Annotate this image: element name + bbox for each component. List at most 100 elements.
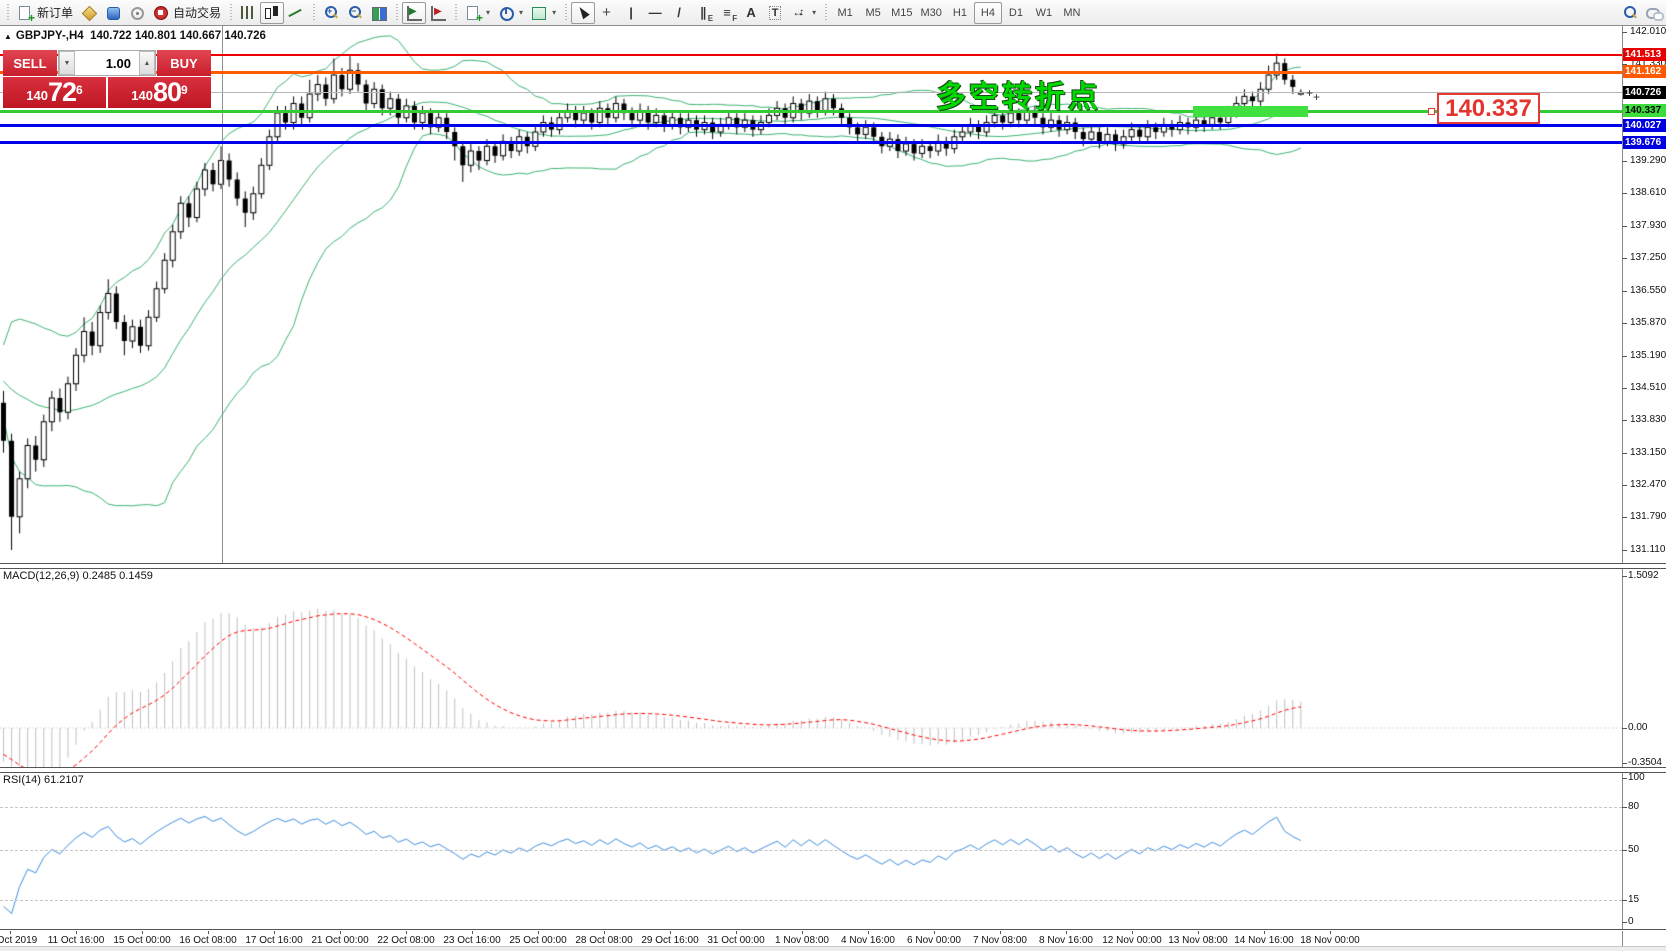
toolbar-group-handle[interactable] xyxy=(394,3,400,22)
chart-shift-button[interactable] xyxy=(426,2,450,24)
auto-scroll-button[interactable] xyxy=(402,1,427,24)
new-order-menu-button[interactable]: ▾ xyxy=(461,2,494,25)
timeframe-m1-button[interactable]: M1 xyxy=(831,2,859,24)
time-axis-label: 28 Oct 08:00 xyxy=(575,935,633,946)
hline-140.337[interactable] xyxy=(0,109,1622,113)
time-tick-mark xyxy=(538,930,539,934)
zoom-out-button[interactable]: − xyxy=(343,2,367,24)
bar-chart-button[interactable] xyxy=(236,2,260,24)
vertical-line-object[interactable] xyxy=(222,26,223,563)
bar-chart-icon xyxy=(240,5,256,21)
rsi-tick-mark xyxy=(1622,806,1627,808)
rsi-scale-label: 100 xyxy=(1628,772,1645,783)
vertical-line-button[interactable]: | xyxy=(619,2,643,24)
search-button[interactable] xyxy=(1618,2,1642,24)
price-callout-box[interactable]: 140.337 xyxy=(1437,93,1540,124)
timeframe-mn-button-label: MN xyxy=(1063,6,1081,19)
rsi-level-line xyxy=(0,900,1622,902)
timeframe-m15-button[interactable]: M15 xyxy=(887,2,916,24)
toolbar-group-handle[interactable] xyxy=(311,3,317,22)
price-tick-label: 137.930 xyxy=(1630,219,1666,231)
support-zone-rectangle[interactable] xyxy=(1193,105,1308,117)
timeframe-m30-button[interactable]: M30 xyxy=(917,2,946,24)
time-axis-label: 14 Nov 16:00 xyxy=(1234,935,1294,946)
buy-button[interactable]: BUY xyxy=(157,50,211,76)
rsi-level-line xyxy=(0,806,1622,808)
time-tick-mark xyxy=(208,930,209,934)
hline-139.676[interactable] xyxy=(0,141,1622,145)
timeframe-w1-button[interactable]: W1 xyxy=(1030,2,1058,24)
sell-button[interactable]: SELL xyxy=(3,50,57,76)
signals-button[interactable] xyxy=(125,2,149,24)
volume-decrease-button[interactable]: ▼ xyxy=(59,51,75,75)
timeframe-h1-button[interactable]: H1 xyxy=(946,2,974,24)
sell-price[interactable]: 140 72 6 xyxy=(3,77,106,108)
template-menu-button[interactable]: ▾ xyxy=(527,2,560,24)
volume-input[interactable] xyxy=(75,51,139,75)
pane-separator[interactable] xyxy=(0,767,1666,773)
market-watch-button[interactable] xyxy=(101,2,125,24)
volume-increase-button[interactable]: ▲ xyxy=(139,51,155,75)
symbol-collapse-icon[interactable]: ▲ xyxy=(4,32,12,41)
tile-windows-button[interactable] xyxy=(367,2,391,24)
crosshair-button[interactable] xyxy=(595,2,619,24)
macd-pane-canvas[interactable] xyxy=(0,567,1622,767)
timeframe-h1-button-label: H1 xyxy=(952,6,967,19)
price-tick-mark xyxy=(1622,161,1627,162)
rsi-tick-mark xyxy=(1622,778,1627,779)
price-tag-141.513: 141.513 xyxy=(1623,48,1666,62)
arrows-button[interactable]: ▾ xyxy=(787,2,820,24)
hline-141.162[interactable] xyxy=(0,70,1622,74)
icon-sub-letter: E xyxy=(707,13,714,23)
autotrading-button[interactable]: 自动交易 xyxy=(149,2,225,24)
callout-anchor-point[interactable] xyxy=(1428,108,1435,116)
horizontal-line-button[interactable]: — xyxy=(643,2,667,24)
toolbar-group-handle[interactable] xyxy=(563,3,569,22)
time-tick-mark xyxy=(1000,930,1001,934)
cross-marker[interactable]: + xyxy=(1306,86,1314,100)
fibonacci-button[interactable]: ≡ F xyxy=(715,2,739,24)
chat-button[interactable] xyxy=(1642,2,1666,24)
hline-140.027[interactable] xyxy=(0,124,1622,128)
channel-button[interactable]: ∥ E xyxy=(691,2,715,24)
toolbar-group: + − xyxy=(319,0,391,26)
timeframe-h4-button[interactable]: H4 xyxy=(973,1,1002,24)
price-tick-mark xyxy=(1622,388,1627,390)
ohlc-values: 140.722 140.801 140.667 140.726 xyxy=(90,30,266,42)
time-tick-mark xyxy=(1264,930,1265,934)
period-menu-button[interactable]: ▾ xyxy=(494,2,527,24)
timeframe-mn-button[interactable]: MN xyxy=(1058,2,1086,24)
text-button[interactable]: A xyxy=(739,2,763,24)
buy-price[interactable]: 140 80 9 xyxy=(106,77,211,108)
candle-chart-button[interactable] xyxy=(260,1,285,24)
channel-icon: ∥ xyxy=(699,4,707,20)
cursor-button[interactable] xyxy=(571,1,596,24)
time-tick-mark xyxy=(472,930,473,934)
trendline-button[interactable]: / xyxy=(667,2,691,24)
cross-marker[interactable]: + xyxy=(1313,90,1321,104)
toolbar-group-handle[interactable] xyxy=(823,3,829,22)
line-chart-button[interactable] xyxy=(284,2,308,24)
toolbar-group-handle[interactable] xyxy=(228,3,234,22)
pane-separator[interactable] xyxy=(0,563,1666,569)
zoom-out-icon: − xyxy=(347,5,363,21)
buy-price-prefix: 140 xyxy=(131,88,153,103)
template-menu-icon xyxy=(531,5,547,21)
price-tick-mark xyxy=(1622,323,1627,325)
price-axis-line xyxy=(1622,26,1623,946)
zoom-in-button[interactable]: + xyxy=(319,2,343,24)
search-icon xyxy=(1622,5,1638,21)
new-order-button[interactable]: 新订单 xyxy=(13,2,77,25)
toolbar-group-handle[interactable] xyxy=(5,3,10,22)
profiles-button[interactable] xyxy=(77,2,101,24)
timeframe-m5-button[interactable]: M5 xyxy=(859,2,887,24)
time-axis-label: 7 Nov 08:00 xyxy=(973,935,1027,946)
timeframe-d1-button[interactable]: D1 xyxy=(1002,2,1030,24)
rsi-indicator-label: RSI(14) 61.2107 xyxy=(3,774,84,786)
chart-annotation-text[interactable]: 多空转折点 xyxy=(936,81,1101,114)
text-label-button[interactable]: T xyxy=(763,2,787,24)
hline-141.513[interactable] xyxy=(0,54,1622,57)
toolbar-group-handle[interactable] xyxy=(453,3,459,22)
main-chart-canvas[interactable] xyxy=(0,26,1622,563)
